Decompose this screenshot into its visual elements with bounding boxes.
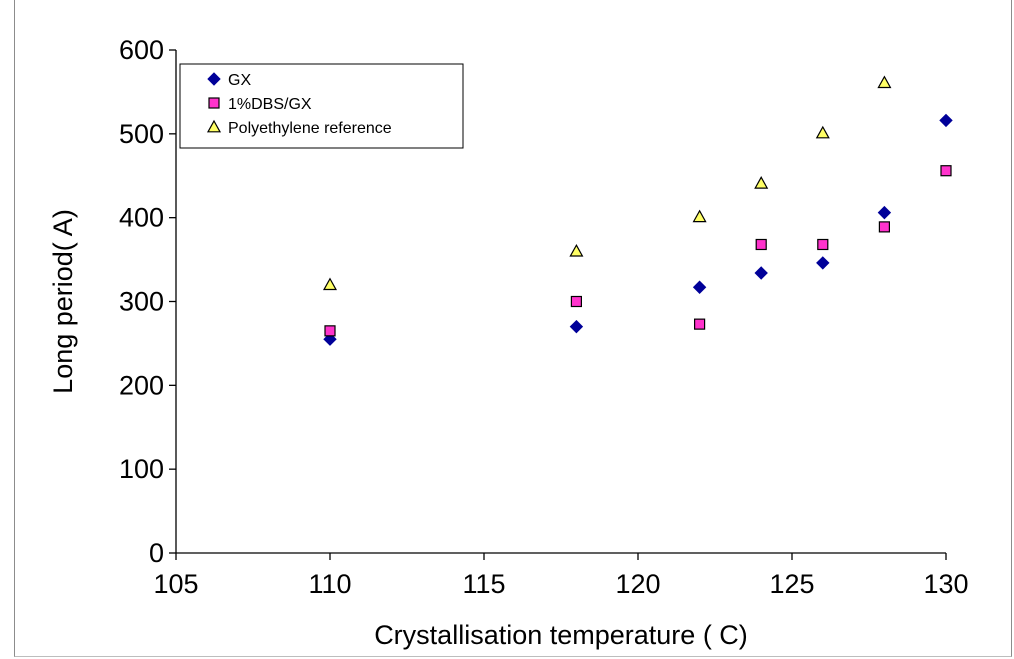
y-tick-label: 100 xyxy=(119,454,164,484)
legend-entry: 1%DBS/GX xyxy=(228,96,312,113)
data-point xyxy=(755,238,767,251)
x-tick-label: 105 xyxy=(153,569,198,599)
data-point xyxy=(692,280,707,294)
data-point xyxy=(570,295,583,308)
legend-marker xyxy=(206,119,222,133)
y-tick-label: 500 xyxy=(119,119,164,149)
data-point xyxy=(877,75,892,89)
legend: GX 1%DBS/GX Polyethylene reference xyxy=(179,63,464,149)
x-axis-title: Crystallisation temperature ( C) xyxy=(374,620,748,650)
x-tick-label: 120 xyxy=(615,569,660,599)
data-point xyxy=(817,238,829,251)
y-tick-label: 400 xyxy=(119,203,164,233)
y-axis-title: Long period( A) xyxy=(48,209,78,394)
data-point xyxy=(940,165,952,177)
x-tick-label: 115 xyxy=(462,569,505,599)
data-point xyxy=(692,209,707,223)
legend-marker xyxy=(208,97,220,109)
x-tick-label: 130 xyxy=(923,569,968,599)
data-point xyxy=(878,221,891,233)
y-tick-label: 200 xyxy=(119,370,164,400)
data-point xyxy=(569,243,584,257)
data-point xyxy=(693,318,706,330)
data-point xyxy=(877,205,892,220)
y-tick-label: 600 xyxy=(119,35,164,65)
data-point xyxy=(754,266,768,280)
x-tick-label: 125 xyxy=(769,569,814,599)
x-tick-label: 110 xyxy=(308,569,351,599)
legend-box xyxy=(179,63,464,149)
data-point xyxy=(815,125,830,139)
legend-marker xyxy=(207,72,221,86)
legend-entry: Polyethylene reference xyxy=(228,120,392,137)
data-point xyxy=(816,256,830,270)
data-point xyxy=(754,176,769,189)
series-1 xyxy=(324,165,952,337)
axes xyxy=(169,49,947,560)
legend-entry: GX xyxy=(228,72,251,89)
data-point xyxy=(569,319,584,334)
data-point xyxy=(939,113,953,128)
data-point xyxy=(324,325,336,337)
series-2 xyxy=(322,75,892,291)
y-tick-label: 0 xyxy=(149,538,164,568)
y-tick-label: 300 xyxy=(119,287,164,317)
data-point xyxy=(322,277,338,291)
series-0 xyxy=(323,113,953,346)
tick-labels: 0 100 200 300 400 500 600 105 110 115 120 125 130 xyxy=(119,35,969,599)
data-points xyxy=(322,75,953,346)
